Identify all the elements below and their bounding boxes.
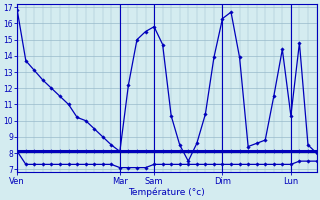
X-axis label: Température (°c): Température (°c) [129,187,205,197]
